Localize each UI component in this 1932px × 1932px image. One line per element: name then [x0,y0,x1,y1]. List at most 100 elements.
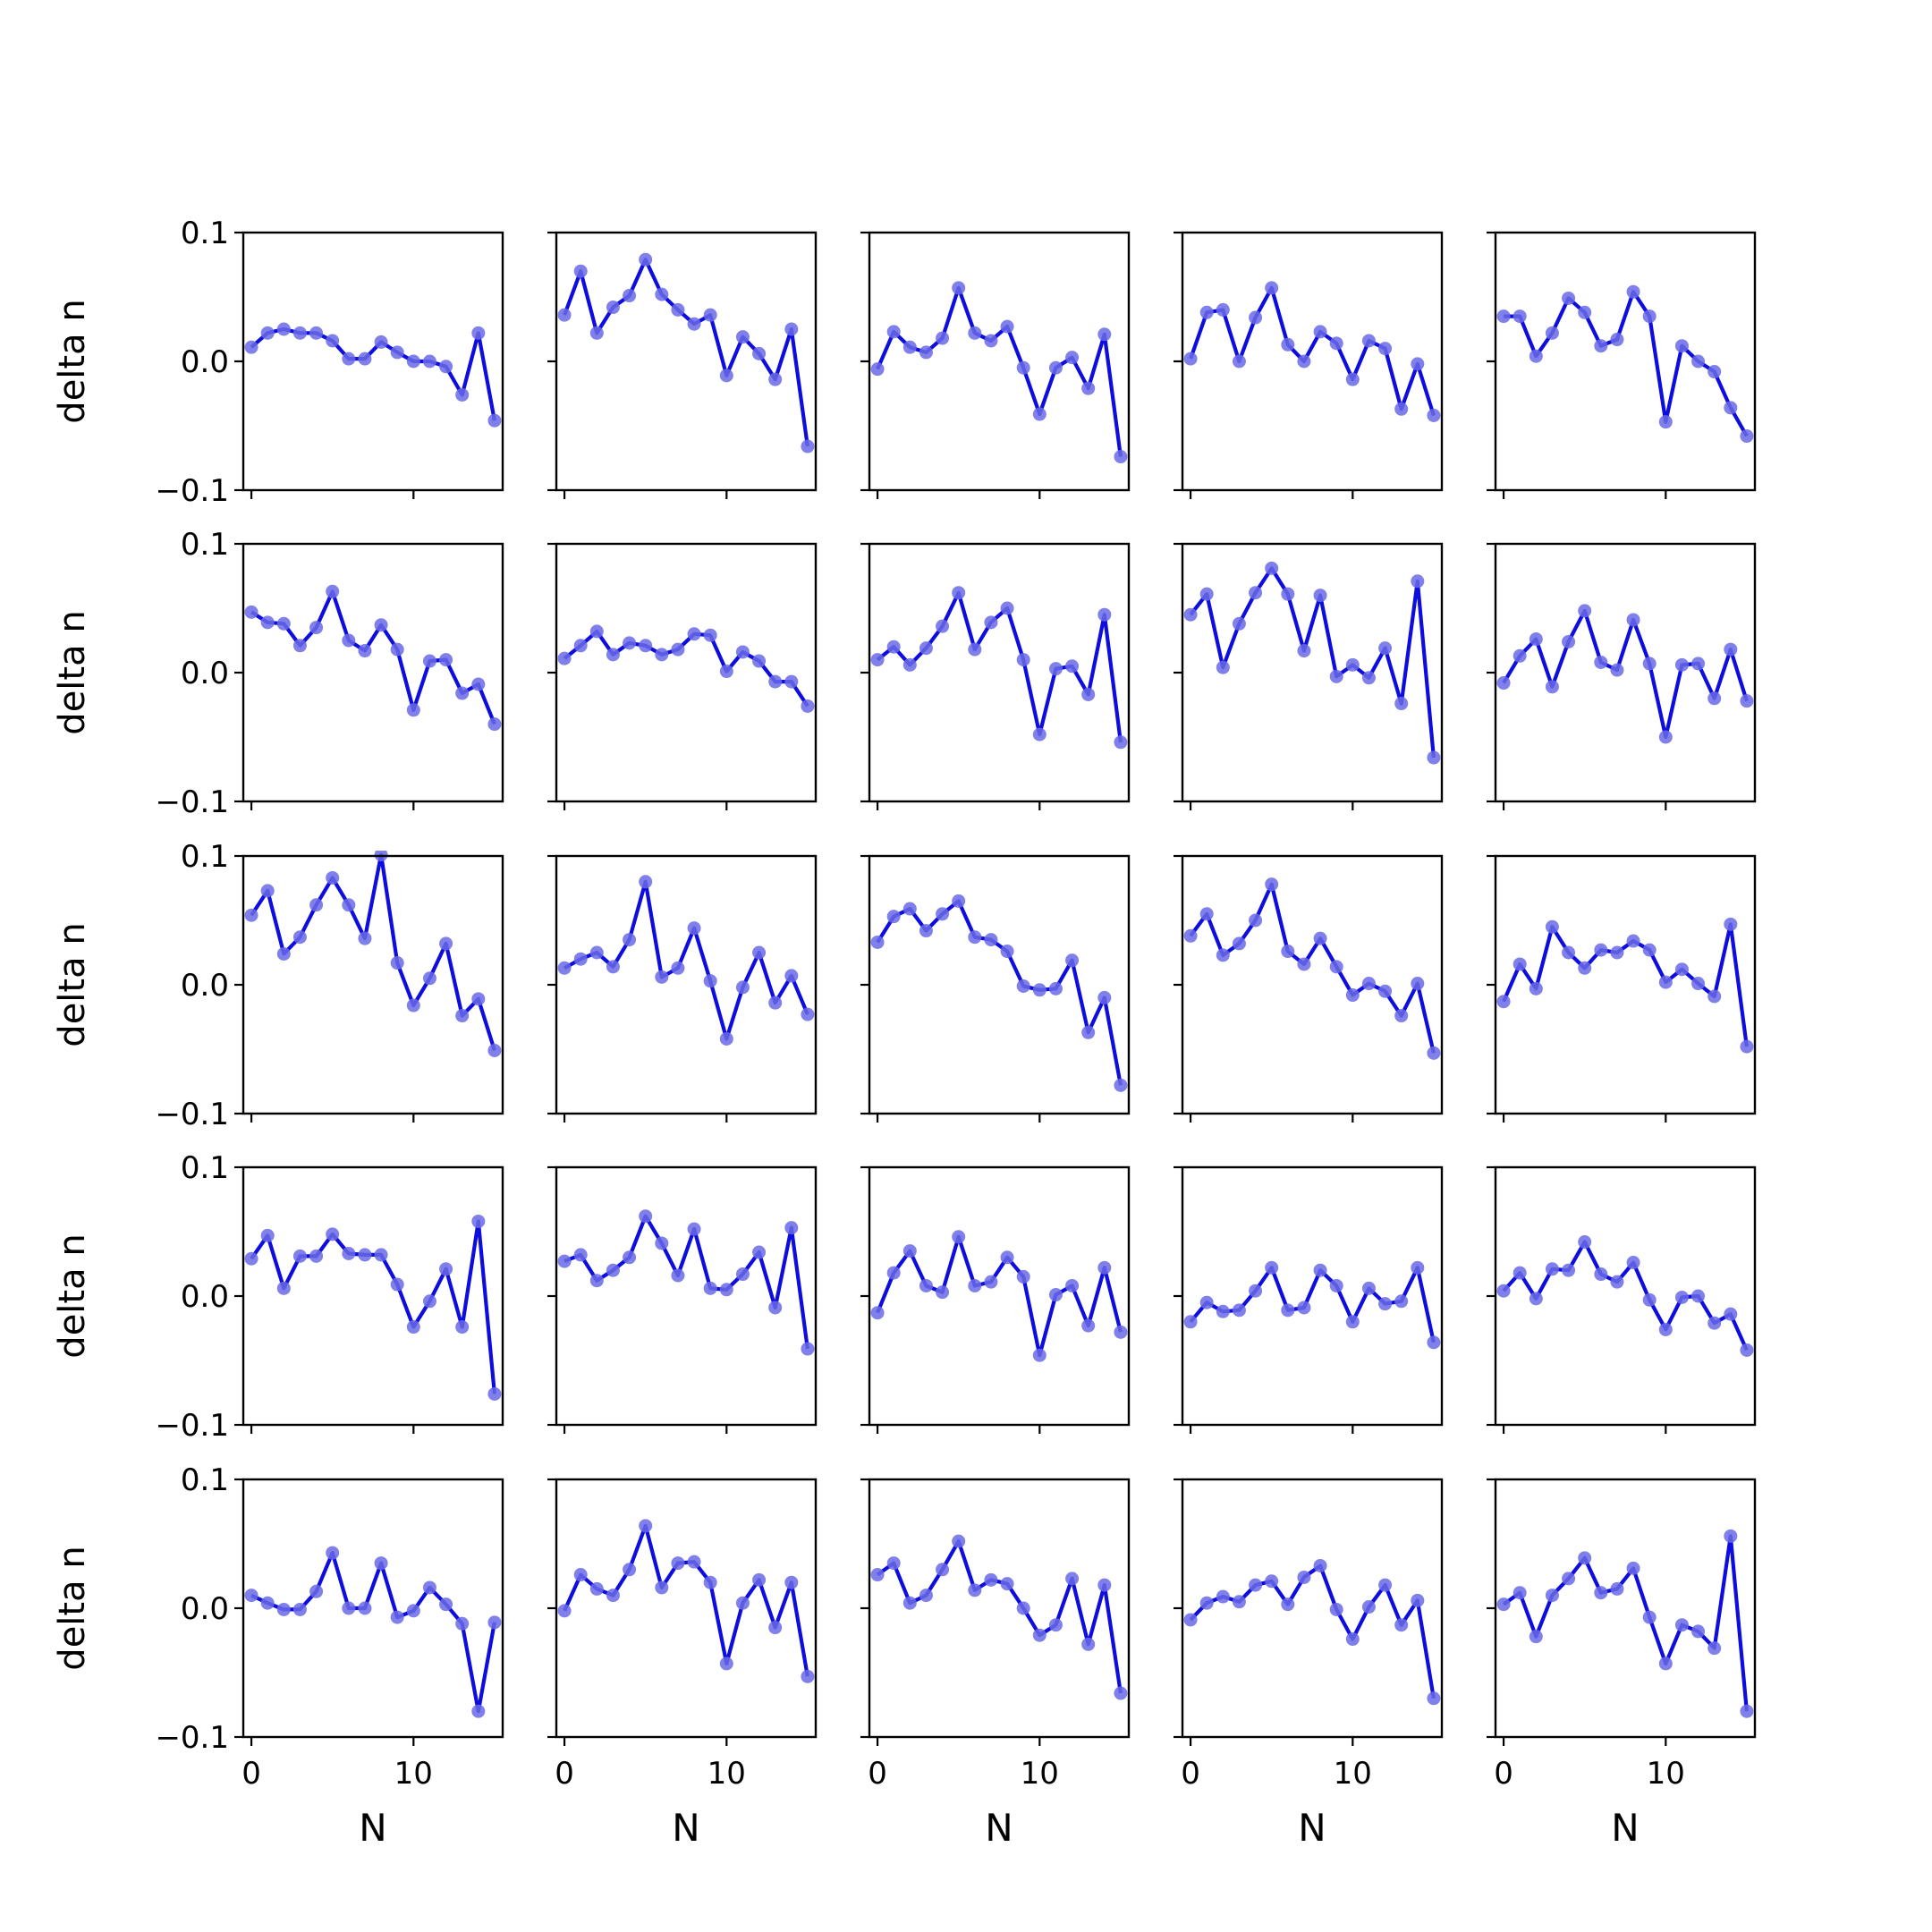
data-point [752,945,767,960]
data-point [1626,284,1640,299]
data-point [309,1584,324,1598]
data-point [1265,561,1279,575]
data-point [1032,727,1046,741]
data-point [1740,694,1754,708]
data-point [1216,1589,1230,1604]
data-point [390,1610,404,1624]
subplot-panel [1487,1165,1757,1434]
x-axis-label: N [1298,1806,1326,1850]
plot-area [1183,561,1441,765]
data-point [471,326,486,340]
axes-frame [868,1478,1131,1739]
data-point [801,1669,815,1683]
data-point [801,699,815,713]
data-point [703,1575,717,1589]
series-line [250,589,496,725]
data-point [422,654,436,668]
data-point [1281,587,1295,601]
data-point [326,584,340,598]
data-point [870,935,885,949]
data-point [1724,1529,1738,1543]
axes-frame [868,854,1131,1115]
data-point [589,326,604,340]
data-point [326,334,340,348]
data-point [1545,680,1559,694]
data-point [1313,1263,1327,1277]
plot-area [1183,281,1441,422]
data-point [1513,957,1527,971]
plot-area [244,584,502,732]
data-point [374,335,388,349]
data-point [471,677,486,691]
data-point [1114,1686,1128,1700]
subplot-panel: 0 10N [1487,1478,1757,1850]
data-point [1642,943,1657,957]
data-point [703,628,717,642]
data-point [735,1267,750,1282]
subplot-panel [1174,1165,1444,1434]
data-point [1578,305,1592,319]
data-point [326,1227,340,1241]
y-axis-label: delta n [52,299,93,423]
data-point [1216,660,1230,674]
data-point [1048,1618,1063,1632]
y-tick-label: 0.1 [181,216,229,251]
subplot-panel [860,231,1131,499]
data-point [1378,641,1393,656]
data-point [671,1268,685,1283]
data-point [902,1596,917,1610]
y-tick-label: 0.0 [181,1279,229,1315]
axes-frame [1181,542,1444,803]
data-point [1361,334,1376,348]
data-point [1691,977,1706,991]
data-point [1048,981,1063,996]
data-point [1626,1561,1640,1575]
series-line [876,285,1123,457]
data-point [1378,1297,1393,1311]
data-point [1114,450,1128,464]
subplot-panel: 0 10N [1174,1478,1444,1850]
data-point [687,921,701,936]
data-point [968,642,982,657]
series-line [1502,608,1749,740]
subplot-panel [1487,231,1757,499]
axes-frame [1494,1165,1757,1427]
axes-frame [242,542,504,803]
data-point [639,252,653,267]
data-point [1281,1597,1295,1612]
data-point [902,902,917,916]
series-line [876,590,1123,743]
axes-frame [555,231,818,492]
data-point [984,334,998,348]
data-point [623,636,637,650]
data-point [1199,907,1214,921]
data-point [886,325,901,339]
data-point [374,618,388,632]
data-point [1529,632,1543,647]
data-point [342,633,356,648]
y-axis-label: delta n [52,610,93,734]
data-point [1642,1610,1657,1624]
data-point [1329,1278,1343,1292]
data-point [1249,1578,1263,1592]
data-point [687,627,701,641]
data-point [1183,928,1198,943]
data-point [870,362,885,377]
data-point [1216,302,1230,317]
series-line [250,852,496,1052]
data-point [1740,1704,1754,1718]
data-point [455,1616,470,1631]
data-point [1610,663,1624,677]
data-point [471,1704,486,1718]
series-line [1189,1563,1436,1699]
data-point [1674,339,1689,353]
axes-frame [1181,1165,1444,1427]
plot-area [557,1209,815,1356]
data-point [870,653,885,667]
data-point [919,924,933,938]
subplot-panel [1174,854,1444,1123]
data-point [919,1278,933,1292]
data-point [1345,1632,1360,1647]
data-point [1313,589,1327,603]
data-point [573,1568,588,1582]
